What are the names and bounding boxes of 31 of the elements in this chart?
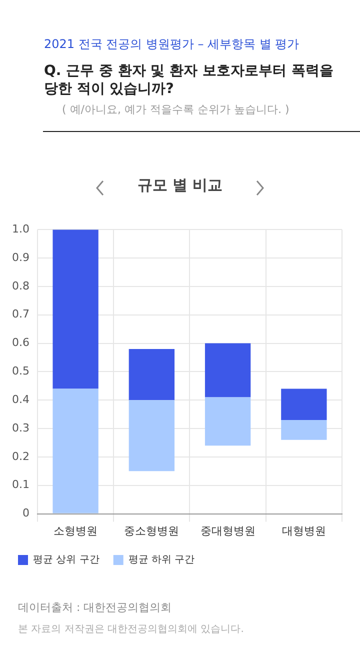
y-tick-label: 1.0 bbox=[12, 222, 30, 236]
y-tick-label: 0.8 bbox=[12, 279, 30, 292]
bar bbox=[204, 397, 251, 446]
legend-label: 평균 하위 구간 bbox=[128, 554, 195, 566]
y-tick-label: 0.5 bbox=[12, 364, 30, 378]
x-tick-label: 소형병원 bbox=[54, 524, 98, 538]
bar bbox=[281, 420, 327, 440]
y-tick-label: 0 bbox=[22, 506, 30, 520]
x-tick-label: 중대형병원 bbox=[200, 524, 256, 538]
chart-title: Q. 근무 중 환자 및 환자 보호자로부터 폭력을 당한 적이 있습니까? bbox=[44, 62, 334, 98]
bar bbox=[128, 400, 175, 472]
y-tick-label: 0.9 bbox=[12, 250, 30, 264]
bar bbox=[204, 343, 251, 398]
y-tick-label: 0.4 bbox=[12, 392, 30, 406]
bar bbox=[128, 348, 175, 400]
legend-label: 평균 상위 구간 bbox=[33, 554, 100, 566]
chart-subtitle: 2021 전국 전공의 병원평가 – 세부항목 별 평가 bbox=[44, 36, 300, 53]
text: 본 자료의 저작권은 대한전공의협의회에 있습니다. bbox=[18, 623, 244, 636]
y-tick-label: 0.3 bbox=[12, 421, 30, 434]
text: 규모 별 비교 bbox=[136, 176, 224, 195]
x-tick-label: 대형병원 bbox=[282, 524, 326, 538]
text: ( 예/아니요, 예가 적을수록 순위가 높습니다. ) bbox=[62, 102, 290, 117]
text: 데이터출처 : 대한전공의협의회 bbox=[18, 600, 172, 615]
bar bbox=[52, 230, 98, 389]
y-tick-label: 0.7 bbox=[12, 308, 30, 321]
y-tick-label: 0.2 bbox=[12, 450, 30, 463]
bar bbox=[52, 388, 98, 514]
y-tick-label: 0.6 bbox=[12, 336, 30, 350]
y-tick-label: 0.1 bbox=[12, 478, 30, 492]
bar bbox=[281, 388, 327, 420]
x-tick-label: 중소형병원 bbox=[124, 524, 180, 538]
